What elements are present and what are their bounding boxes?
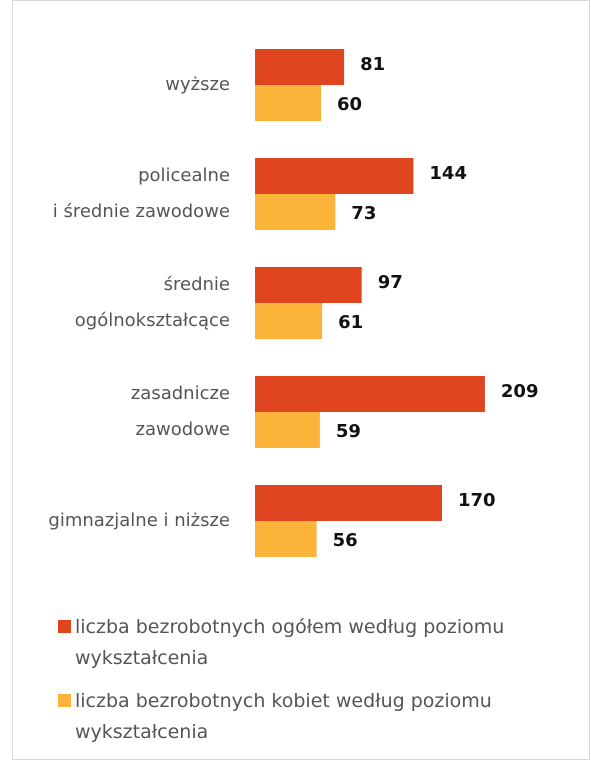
legend-item: liczba bezrobotnych ogółem według poziom… [58, 612, 578, 674]
category-label-line: zasadnicze [131, 383, 230, 404]
category-label-line: zawodowe [136, 419, 230, 440]
category-label-line: średnie [164, 274, 230, 295]
category-label-line: ogólnokształcące [75, 310, 230, 331]
bar [255, 376, 485, 412]
value-label: 97 [378, 272, 403, 293]
legend-label: liczba bezrobotnych kobiet według poziom… [75, 690, 492, 743]
bar [255, 49, 345, 85]
value-label: 81 [360, 54, 385, 75]
value-label: 56 [333, 530, 358, 551]
category-label-line: policealne [138, 165, 230, 186]
bar [255, 303, 323, 339]
value-label: 73 [351, 203, 376, 224]
category-label: zasadnicze zawodowe [131, 383, 230, 440]
legend-swatch [58, 620, 71, 633]
category-label-line: wyższe [165, 74, 230, 95]
legend: liczba bezrobotnych ogółem według poziom… [58, 612, 578, 760]
bar [255, 521, 317, 557]
bar [255, 158, 414, 194]
value-label: 61 [338, 312, 363, 333]
value-label: 60 [337, 94, 362, 115]
value-label: 144 [429, 163, 467, 184]
category-label: wyższe [165, 74, 230, 95]
legend-label: liczba bezrobotnych ogółem według poziom… [75, 616, 505, 669]
value-label: 170 [458, 490, 496, 511]
bar [255, 485, 442, 521]
category-label-line: gimnazjalne i niższe [48, 510, 230, 531]
legend-item: liczba bezrobotnych kobiet według poziom… [58, 686, 578, 748]
bar [255, 85, 321, 121]
category-label: średnie ogólnokształcące [75, 274, 230, 331]
category-label: policealne i średnie zawodowe [53, 165, 230, 222]
bar [255, 412, 320, 448]
category-label: gimnazjalne i niższe [48, 510, 230, 531]
bar [255, 194, 336, 230]
bar [255, 267, 362, 303]
legend-swatch [58, 694, 71, 707]
value-label: 59 [336, 421, 361, 442]
category-label-line: i średnie zawodowe [53, 201, 230, 222]
value-label: 209 [501, 381, 539, 402]
